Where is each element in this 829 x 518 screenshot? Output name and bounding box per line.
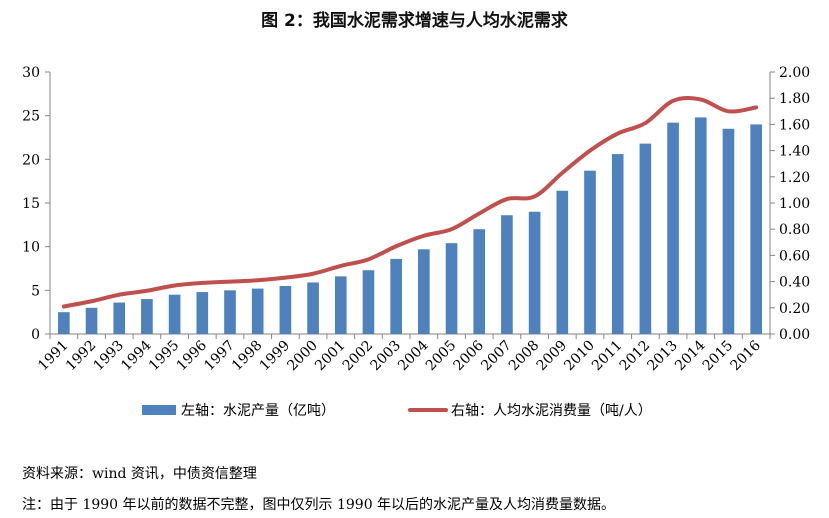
bar <box>224 290 236 334</box>
bar <box>168 294 181 334</box>
right-axis-tick-label: 1.00 <box>779 196 810 212</box>
bar <box>584 170 596 334</box>
x-axis-tick-label: 2016 <box>727 337 764 374</box>
bar <box>113 302 126 334</box>
x-axis-tick-label: 2003 <box>367 338 404 375</box>
x-axis-tick-label: 1995 <box>146 338 183 375</box>
left-axis-tick-label: 25 <box>22 109 40 125</box>
x-axis-tick-label: 2006 <box>451 337 488 374</box>
left-axis-tick-label: 20 <box>22 152 40 168</box>
bar <box>473 229 486 334</box>
right-axis-tick-label: 2.00 <box>779 65 810 81</box>
x-axis-tick-label: 2009 <box>534 338 571 375</box>
series-line <box>61 96 759 309</box>
bar <box>694 117 707 334</box>
x-axis-tick-label: 1998 <box>229 338 266 375</box>
x-axis-tick-label: 2002 <box>340 338 377 375</box>
bar <box>556 190 569 334</box>
x-axis-tick-label: 2014 <box>672 337 709 374</box>
chart-title: 图 2：我国水泥需求增速与人均水泥需求 <box>261 11 568 31</box>
bar <box>750 124 762 335</box>
bar <box>445 243 458 334</box>
right-axis-tick-label: 0.80 <box>779 222 810 238</box>
bar <box>418 249 430 334</box>
right-axis-tick-label: 0.00 <box>779 327 810 343</box>
x-axis-tick-label: 1992 <box>63 338 100 375</box>
x-axis-tick-label: 2011 <box>589 338 626 375</box>
left-axis-tick-label: 15 <box>22 196 40 212</box>
bar <box>639 143 652 334</box>
bar <box>501 215 513 334</box>
bar <box>362 270 375 334</box>
bar <box>528 211 541 334</box>
legend-label-bar: 左轴：水泥产量（亿吨） <box>181 403 335 419</box>
bar <box>85 307 98 334</box>
bar <box>390 258 402 334</box>
x-axis-tick-label: 2000 <box>284 338 321 375</box>
x-axis-tick-label: 2010 <box>561 338 598 375</box>
bar <box>667 122 679 334</box>
right-axis-tick-label: 0.20 <box>779 301 810 317</box>
x-axis-tick-label: 2001 <box>312 338 349 375</box>
x-axis-tick-label: 2004 <box>395 337 432 374</box>
right-axis-tick-label: 1.40 <box>779 144 810 160</box>
left-axis-tick-label: 0 <box>31 327 40 343</box>
left-axis-tick-label: 5 <box>31 283 40 299</box>
left-axis-tick-label: 30 <box>22 65 40 81</box>
x-axis-tick-label: 2007 <box>478 338 515 375</box>
x-axis-tick-label: 2015 <box>700 338 737 375</box>
bar <box>141 299 153 334</box>
x-axis-tick-label: 2012 <box>617 338 654 375</box>
left-axis-tick-label: 10 <box>22 240 40 256</box>
right-axis-tick-label: 1.20 <box>779 170 810 186</box>
x-axis-tick-label: 2013 <box>644 338 681 375</box>
bar <box>334 276 347 334</box>
bar <box>196 292 209 334</box>
legend-label-line: 右轴：人均水泥消费量（吨/人） <box>451 403 652 419</box>
right-axis-tick-label: 1.60 <box>779 117 810 133</box>
source-note: 资料来源：wind 资讯，中债资信整理 <box>22 466 257 482</box>
bar <box>307 282 319 334</box>
right-axis-tick-label: 1.80 <box>779 91 810 107</box>
bar <box>722 128 735 334</box>
right-axis-tick-label: 0.40 <box>779 275 810 291</box>
bar <box>279 285 292 334</box>
legend-swatch-bar <box>142 405 176 415</box>
bar <box>251 288 264 334</box>
bar <box>58 312 70 334</box>
right-axis-tick-label: 0.60 <box>779 248 810 264</box>
x-axis-tick-label: 1996 <box>174 337 211 374</box>
x-axis-tick-label: 1997 <box>201 338 238 375</box>
x-axis-tick-label: 2005 <box>423 338 460 375</box>
x-axis-tick-label: 1994 <box>118 337 155 374</box>
x-axis-tick-label: 1993 <box>91 338 128 375</box>
x-axis-tick-label: 1999 <box>257 338 294 375</box>
x-axis-tick-label: 2008 <box>506 338 543 375</box>
x-axis-tick-label: 1991 <box>35 338 72 375</box>
chart: 0 5 10 15 20 25 30 0.00 0.20 0.40 0.60 0.80 1.00 1.20… <box>22 65 810 419</box>
bar <box>611 154 624 334</box>
footnote: 注：由于 1990 年以前的数据不完整，图中仅列示 1990 年以后的水泥产量及… <box>22 497 616 513</box>
